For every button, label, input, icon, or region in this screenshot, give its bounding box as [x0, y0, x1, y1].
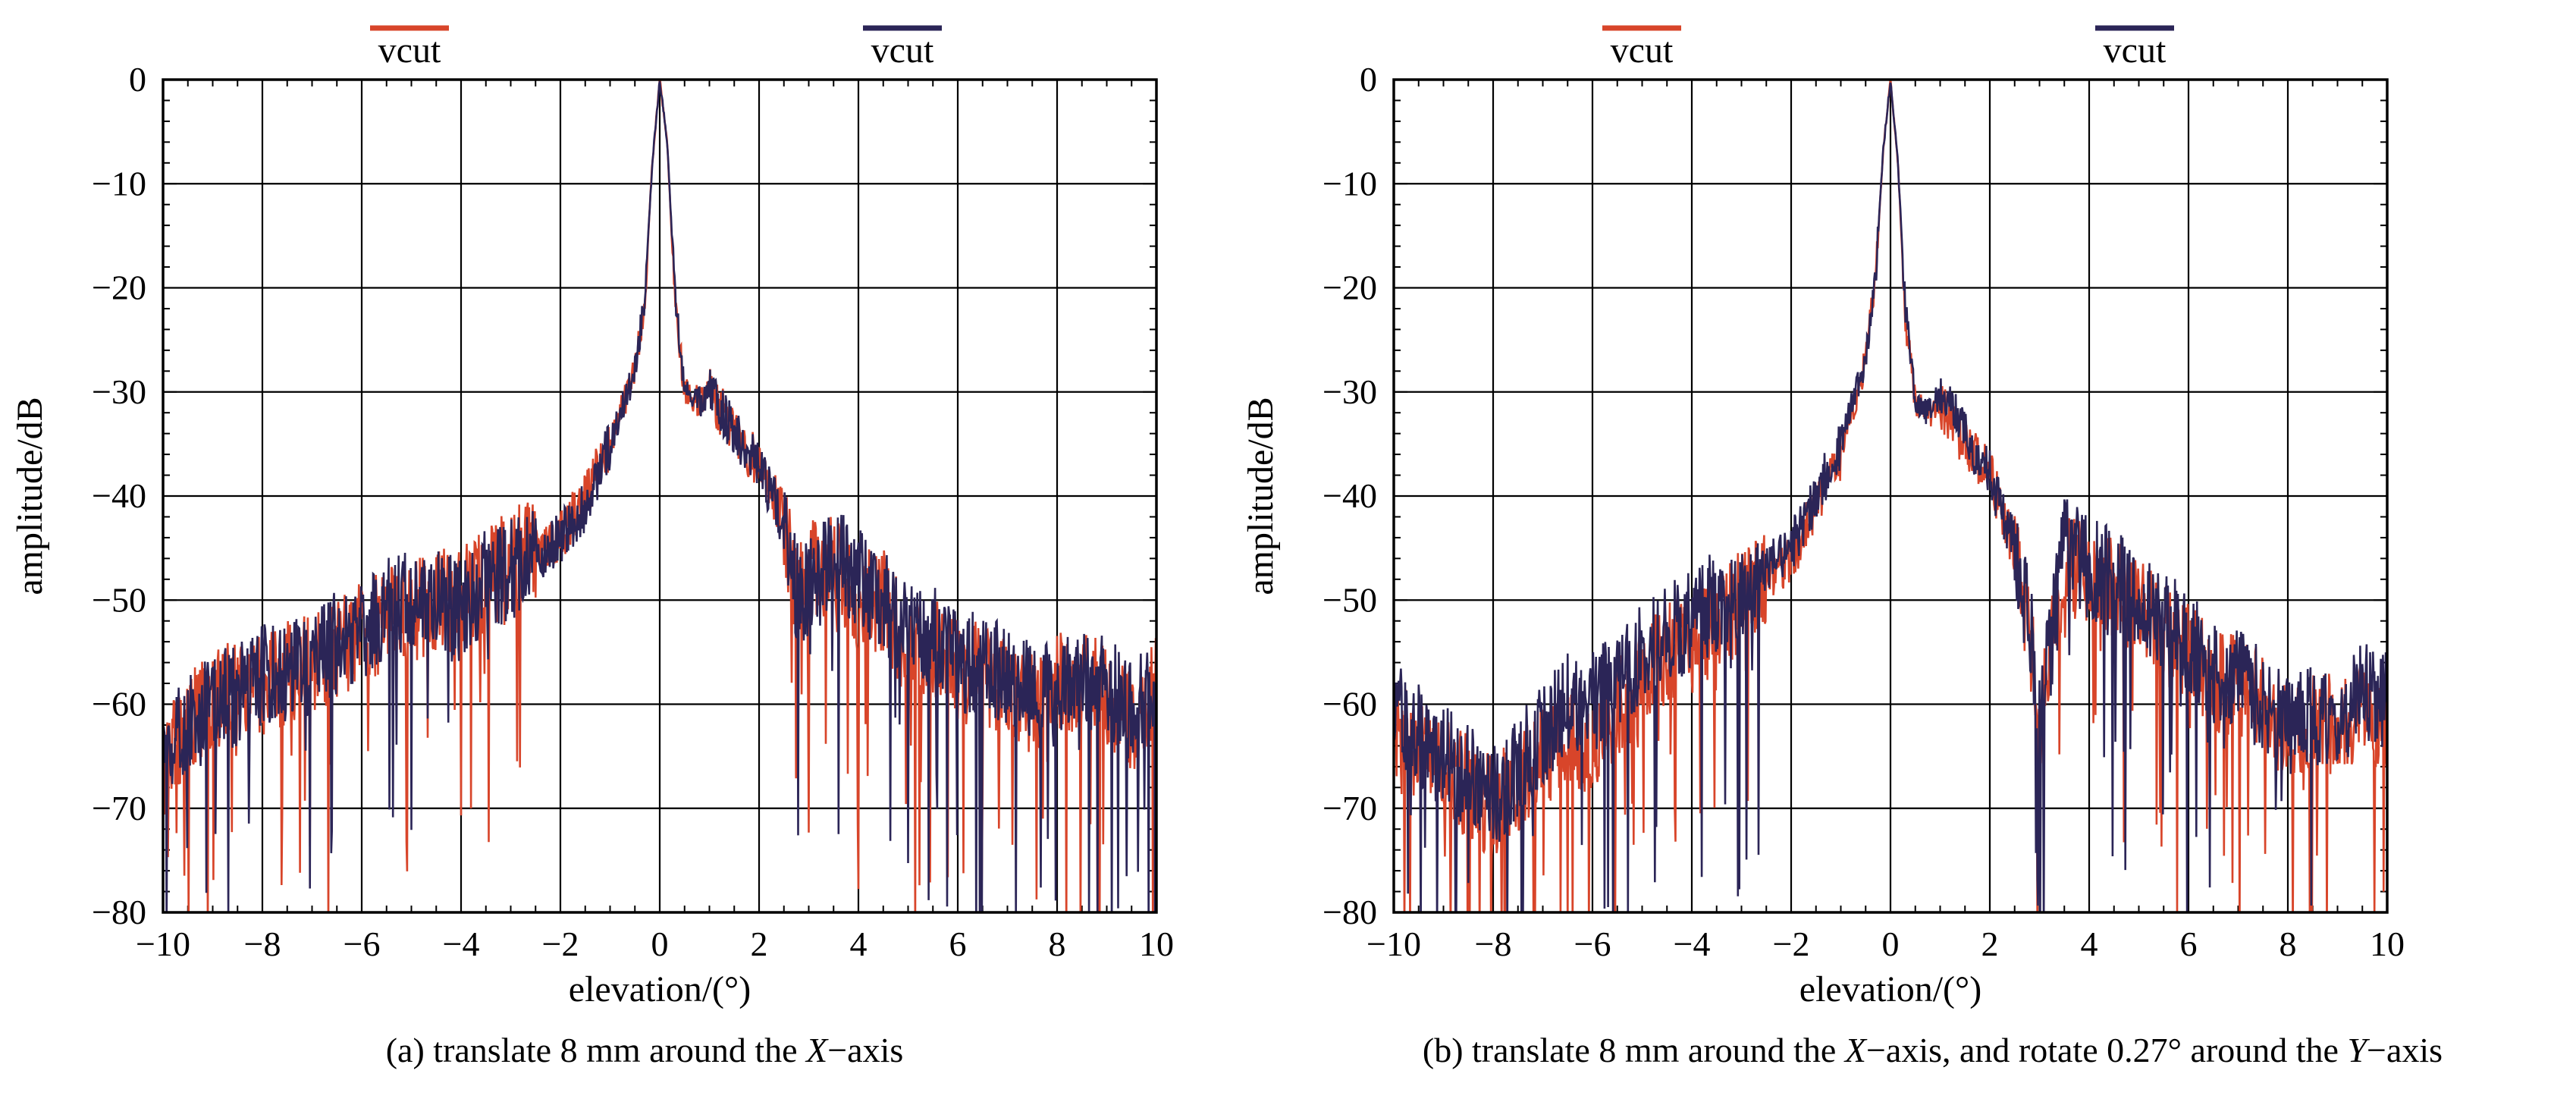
x-tick-label: 10 [1139, 925, 1174, 963]
x-axis-label: elevation/(°) [569, 969, 751, 1009]
x-tick-label: −6 [1574, 925, 1611, 963]
x-tick-label: 4 [850, 925, 868, 963]
x-tick-label: 2 [1981, 925, 1999, 963]
x-tick-label: 0 [1882, 925, 1900, 963]
caption-b-mid: −axis, and rotate 0.27° around the [1865, 1031, 2348, 1069]
y-tick-label: −30 [1323, 372, 1377, 411]
series-line-navy [163, 81, 1156, 912]
legend-label: vcut [2104, 30, 2167, 71]
y-tick-label: −60 [1323, 685, 1377, 724]
caption-b-axis1: X [1844, 1031, 1866, 1069]
x-tick-label: −10 [1366, 925, 1421, 963]
y-tick-label: −50 [92, 580, 146, 619]
y-tick-label: −40 [92, 476, 146, 515]
y-tick-label: −20 [1323, 268, 1377, 307]
x-tick-label: −8 [1475, 925, 1512, 963]
caption-b-axis2: Y [2347, 1031, 2367, 1069]
x-tick-label: −2 [1773, 925, 1810, 963]
x-tick-label: −8 [244, 925, 281, 963]
y-tick-label: −70 [1323, 789, 1377, 827]
x-axis-label: elevation/(°) [1799, 969, 1981, 1009]
y-tick-label: −50 [1323, 580, 1377, 619]
x-tick-label: −2 [542, 925, 579, 963]
legend-label: vcut [378, 30, 441, 71]
caption-a-mid: −axis [827, 1031, 904, 1069]
x-tick-label: 8 [2279, 925, 2297, 963]
y-axis-label: amplitude/dB [1241, 397, 1281, 595]
x-tick-label: −10 [136, 925, 190, 963]
x-tick-label: −4 [1674, 925, 1711, 963]
y-tick-label: −80 [92, 893, 146, 931]
caption-b-prefix: (b) translate 8 mm around the [1422, 1031, 1845, 1069]
x-tick-label: 0 [651, 925, 669, 963]
series-line-navy [1394, 82, 2387, 912]
y-tick-label: −10 [1323, 164, 1377, 203]
y-tick-label: −70 [92, 789, 146, 827]
y-axis-label: amplitude/dB [10, 397, 50, 595]
x-tick-label: −6 [344, 925, 381, 963]
y-tick-label: 0 [1360, 60, 1377, 99]
chart-panel-a: −10 −8 −6 −4 −2 0 2 4 6 8 100−10−20−30−40−50−60−70… [10, 25, 1174, 1009]
x-tick-label: −4 [443, 925, 480, 963]
x-tick-label: 6 [2180, 925, 2198, 963]
x-tick-label: 10 [2370, 925, 2405, 963]
plot-frame [1392, 78, 2389, 914]
y-tick-label: −30 [92, 372, 146, 411]
caption-b-suffix: −axis [2367, 1031, 2443, 1069]
x-tick-label: 4 [2081, 925, 2098, 963]
y-tick-label: −10 [92, 164, 146, 203]
caption-a: (a) translate 8 mm around the X−axis [0, 1030, 1289, 1075]
x-tick-label: 2 [751, 925, 768, 963]
legend-label: vcut [871, 30, 934, 71]
plot-frame [162, 78, 1158, 914]
y-tick-label: −40 [1323, 476, 1377, 515]
legend-label: vcut [1611, 30, 1674, 71]
x-tick-label: 6 [949, 925, 967, 963]
caption-a-prefix: (a) translate 8 mm around the [385, 1031, 807, 1069]
caption-a-axis: X [806, 1031, 828, 1069]
y-tick-label: −20 [92, 268, 146, 307]
series-line-red [1394, 80, 2387, 912]
y-tick-label: −80 [1323, 893, 1377, 931]
y-tick-label: −60 [92, 685, 146, 724]
x-tick-label: 8 [1049, 925, 1066, 963]
y-tick-label: 0 [129, 60, 146, 99]
chart-panel-b: −10 −8 −6 −4 −2 0 2 4 6 8 100−10−20−30−40−50−60−70… [1241, 25, 2405, 1009]
caption-b: (b) translate 8 mm around the X−axis, an… [1289, 1030, 2576, 1075]
